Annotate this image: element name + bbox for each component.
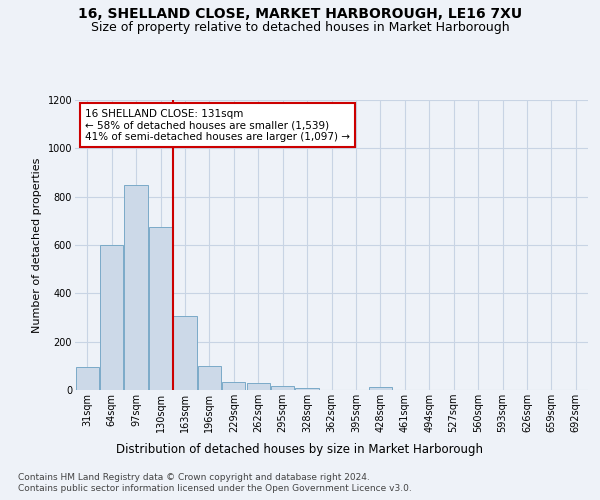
Bar (149, 227, 172, 390)
Text: 16 SHELLAND CLOSE: 131sqm
← 58% of detached houses are smaller (1,539)
41% of se: 16 SHELLAND CLOSE: 131sqm ← 58% of detac… (85, 108, 350, 142)
Text: 16, SHELLAND CLOSE, MARKET HARBOROUGH, LE16 7XU: 16, SHELLAND CLOSE, MARKET HARBOROUGH, L… (78, 8, 522, 22)
Bar (100, 246, 123, 390)
Y-axis label: Number of detached properties: Number of detached properties (32, 158, 42, 332)
Text: Distribution of detached houses by size in Market Harborough: Distribution of detached houses by size … (116, 442, 484, 456)
Bar (247, 383, 270, 390)
Bar (271, 386, 294, 390)
Bar (222, 382, 245, 390)
Bar (295, 388, 319, 390)
Text: Contains HM Land Registry data © Crown copyright and database right 2024.: Contains HM Land Registry data © Crown c… (18, 472, 370, 482)
Text: Size of property relative to detached houses in Market Harborough: Size of property relative to detached ho… (91, 21, 509, 34)
Bar (198, 366, 221, 390)
Bar (173, 316, 197, 390)
Bar (124, 185, 148, 390)
Text: Contains public sector information licensed under the Open Government Licence v3: Contains public sector information licen… (18, 484, 412, 493)
Bar (76, 367, 99, 390)
Bar (369, 387, 392, 390)
